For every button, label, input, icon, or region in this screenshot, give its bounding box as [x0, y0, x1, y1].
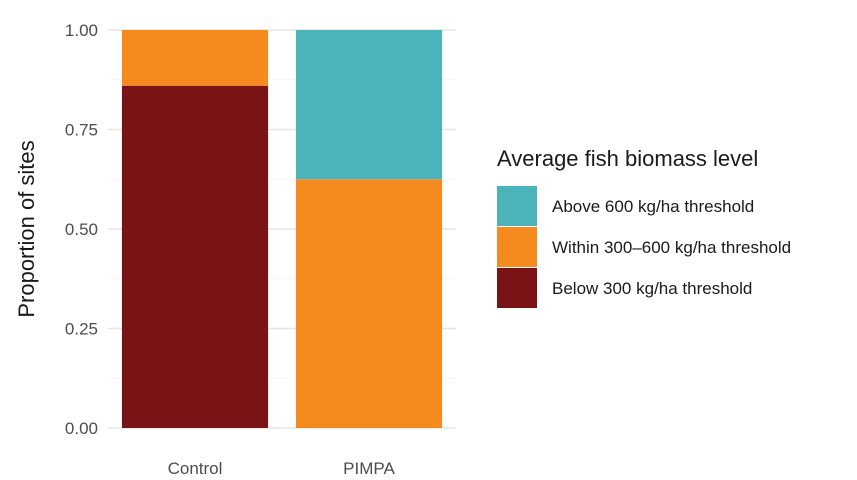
legend-swatch	[497, 186, 537, 226]
y-axis-title: Proportion of sites	[14, 140, 39, 317]
x-tick-label: Control	[168, 459, 223, 478]
legend-items: Above 600 kg/ha threshold Within 300–600 …	[497, 186, 791, 308]
bar-segment-control-below	[121, 85, 269, 428]
y-tick-labels: 0.00 0.25 0.50 0.75 1.00	[65, 21, 98, 438]
y-tick-label: 0.50	[65, 220, 98, 239]
y-tick-label: 0.00	[65, 419, 98, 438]
y-tick-label: 0.75	[65, 121, 98, 140]
legend-swatch	[497, 268, 537, 308]
legend: Average fish biomass level Above 600 kg/…	[497, 146, 791, 308]
legend-title: Average fish biomass level	[497, 146, 758, 171]
bar-segment-pimpa-above	[295, 30, 443, 180]
x-tick-label: PIMPA	[343, 459, 395, 478]
legend-label: Below 300 kg/ha threshold	[552, 279, 752, 298]
bar-segment-pimpa-within	[295, 179, 443, 428]
x-tick-labels: Control PIMPA	[168, 459, 396, 478]
legend-label: Within 300–600 kg/ha threshold	[552, 238, 791, 257]
bar-segment-control-within	[121, 30, 269, 86]
bars	[121, 30, 443, 428]
y-tick-label: 1.00	[65, 21, 98, 40]
legend-label: Above 600 kg/ha threshold	[552, 197, 754, 216]
legend-swatch	[497, 227, 537, 267]
y-tick-label: 0.25	[65, 320, 98, 339]
